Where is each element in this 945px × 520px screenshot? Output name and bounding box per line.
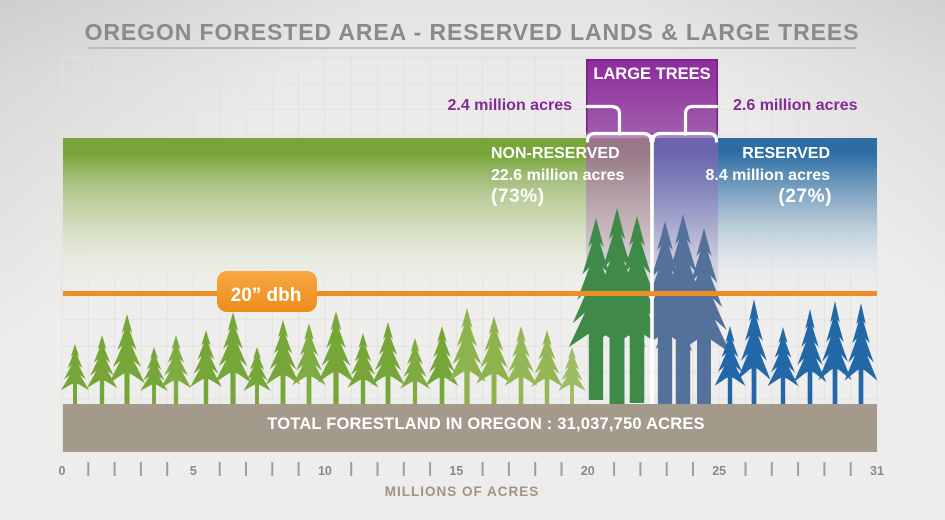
svg-text:20” dbh: 20” dbh bbox=[231, 285, 302, 306]
svg-text:0: 0 bbox=[59, 464, 66, 478]
svg-text:31: 31 bbox=[870, 464, 884, 478]
svg-text:LARGE TREES: LARGE TREES bbox=[593, 65, 710, 83]
svg-text:22.6 million acres: 22.6 million acres bbox=[491, 167, 625, 184]
svg-text:(27%): (27%) bbox=[778, 186, 832, 207]
svg-text:MILLIONS OF ACRES: MILLIONS OF ACRES bbox=[385, 484, 540, 499]
svg-text:OREGON FORESTED AREA - RESERVE: OREGON FORESTED AREA - RESERVED LANDS & … bbox=[85, 19, 860, 45]
svg-text:TOTAL FORESTLAND IN OREGON : 3: TOTAL FORESTLAND IN OREGON : 31,037,750 … bbox=[267, 415, 704, 433]
svg-text:25: 25 bbox=[712, 464, 726, 478]
svg-text:20: 20 bbox=[581, 464, 595, 478]
svg-text:(73%): (73%) bbox=[491, 186, 545, 207]
svg-text:RESERVED: RESERVED bbox=[742, 145, 830, 162]
svg-text:15: 15 bbox=[449, 464, 463, 478]
svg-text:10: 10 bbox=[318, 464, 332, 478]
svg-text:2.4 million acres: 2.4 million acres bbox=[447, 97, 572, 114]
svg-text:2.6 million acres: 2.6 million acres bbox=[733, 97, 858, 114]
svg-text:8.4 million acres: 8.4 million acres bbox=[705, 167, 830, 184]
svg-text:5: 5 bbox=[190, 464, 197, 478]
svg-text:NON-RESERVED: NON-RESERVED bbox=[491, 145, 620, 162]
